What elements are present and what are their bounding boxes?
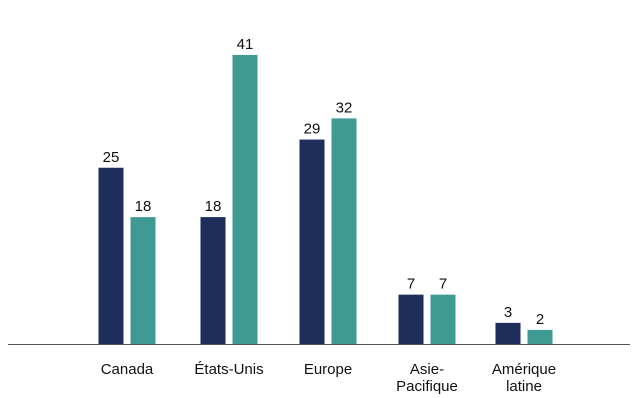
value-label-series2-cat1: 18	[135, 198, 152, 215]
category-labels-group: Canada États-Unis Europe Asie-Pacifique Amér…	[101, 361, 556, 395]
bar-series1-cat5	[495, 322, 521, 344]
bar-series2-cat2	[232, 54, 258, 344]
bar-series1-cat1	[98, 167, 124, 344]
category-label-4-line1: Asie-	[410, 361, 444, 378]
value-label-series2-cat5: 2	[536, 311, 544, 328]
value-label-series1-cat5: 3	[504, 304, 512, 321]
category-label-5-line2: latine	[506, 378, 542, 395]
bars-group	[98, 54, 553, 345]
category-label-4-line2: Pacifique	[396, 378, 458, 395]
value-label-series1-cat1: 25	[103, 149, 120, 166]
category-label-1: Canada	[101, 361, 154, 378]
bar-series1-cat2	[200, 217, 226, 344]
bar-series2-cat3	[331, 118, 357, 345]
value-label-series2-cat4: 7	[439, 276, 447, 293]
bar-series1-cat3	[299, 139, 325, 344]
value-label-series1-cat4: 7	[407, 276, 415, 293]
bar-series2-cat5	[527, 329, 553, 344]
value-label-series1-cat3: 29	[304, 121, 321, 138]
bar-series2-cat1	[130, 217, 156, 344]
value-label-series2-cat2: 41	[237, 36, 254, 53]
value-label-series1-cat2: 18	[205, 198, 222, 215]
category-label-5-line1: Amérique	[492, 361, 556, 378]
bar-series2-cat4	[430, 294, 456, 344]
value-label-series2-cat3: 32	[336, 99, 353, 116]
bar-series1-cat4	[398, 294, 424, 344]
category-label-3: Europe	[304, 361, 352, 378]
category-label-2: États-Unis	[194, 361, 263, 378]
